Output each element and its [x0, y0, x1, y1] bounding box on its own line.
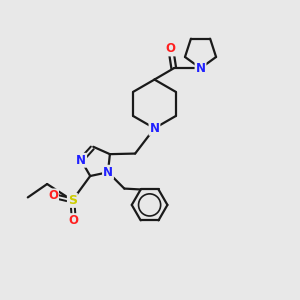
Text: S: S	[68, 194, 77, 207]
Text: O: O	[69, 214, 79, 227]
Text: O: O	[166, 42, 176, 56]
Text: O: O	[48, 189, 58, 203]
Text: N: N	[196, 62, 206, 75]
Text: N: N	[76, 154, 86, 167]
Text: N: N	[149, 122, 160, 135]
Text: N: N	[103, 166, 113, 179]
